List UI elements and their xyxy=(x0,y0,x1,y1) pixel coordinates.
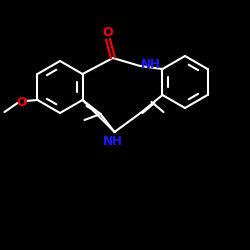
Text: NH: NH xyxy=(141,58,161,70)
Text: O: O xyxy=(102,26,113,38)
Text: NH: NH xyxy=(102,135,122,148)
Text: O: O xyxy=(16,96,27,108)
